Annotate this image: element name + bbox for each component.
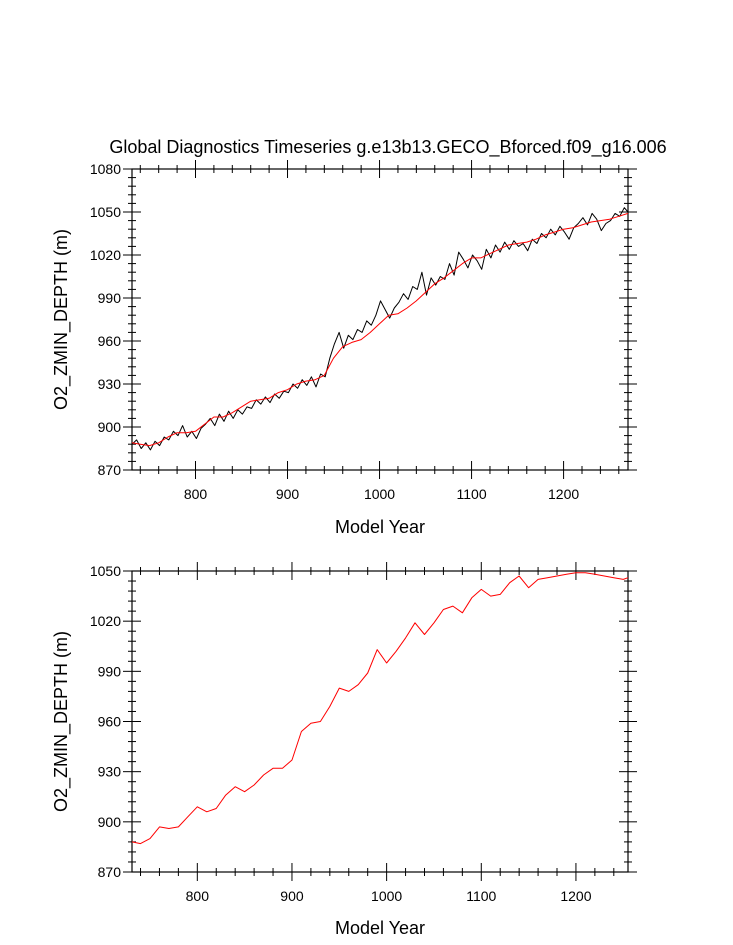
x-axis-label: Model Year — [335, 517, 425, 537]
x-tick-label: 1100 — [466, 888, 496, 904]
y-tick-label: 1050 — [90, 204, 121, 220]
x-tick-label: 900 — [276, 486, 300, 502]
series-line-annual — [131, 572, 629, 845]
y-axis-label: O2_ZMIN_DEPTH (m) — [51, 631, 72, 812]
x-tick-label: 1200 — [560, 888, 591, 904]
x-tick-label: 1000 — [371, 888, 402, 904]
y-tick-label: 990 — [98, 290, 122, 306]
series-line-smoothed — [131, 212, 629, 447]
plot-frame — [131, 570, 629, 873]
x-tick-label: 1100 — [457, 486, 487, 502]
chart-panel-2: 800 900 1000 1100 1200 870 900 930 960 990 1020 105… — [51, 562, 637, 938]
plot-frame — [131, 168, 629, 471]
x-tick-label: 800 — [184, 486, 208, 502]
y-axis-label: O2_ZMIN_DEPTH (m) — [51, 229, 72, 410]
y-tick-label: 930 — [98, 376, 122, 392]
y-tick-label: 900 — [98, 814, 122, 830]
y-tick-label: 870 — [98, 864, 122, 880]
x-axis-label: Model Year — [335, 918, 425, 938]
x-tick-label: 900 — [280, 888, 304, 904]
chart-title: Global Diagnostics Timeseries g.e13b13.G… — [109, 137, 666, 158]
x-tick-label: 1000 — [364, 486, 395, 502]
y-tick-label: 1080 — [90, 161, 121, 177]
chart-panel-1: 800 900 1000 1100 1200 870 900 930 960 990 1020 105… — [51, 137, 667, 537]
y-tick-label: 900 — [98, 419, 122, 435]
y-tick-label: 960 — [98, 714, 122, 730]
y-tick-label: 960 — [98, 333, 122, 349]
y-tick-label: 930 — [98, 764, 122, 780]
y-tick-label: 1020 — [90, 613, 121, 629]
y-tick-label: 1020 — [90, 247, 121, 263]
x-tick-label: 1200 — [548, 486, 579, 502]
y-tick-label: 1050 — [90, 563, 121, 579]
y-tick-label: 990 — [98, 663, 122, 679]
y-tick-label: 870 — [98, 462, 122, 478]
series-line-monthly — [131, 207, 629, 451]
x-tick-label: 800 — [186, 888, 210, 904]
